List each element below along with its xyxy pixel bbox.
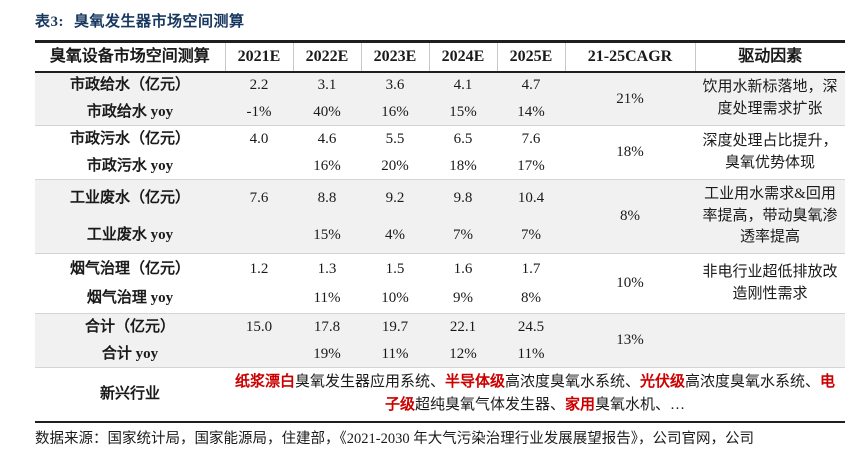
value-cell [225, 217, 293, 254]
value-cell: 8.8 [293, 179, 361, 217]
row-label: 工业废水 yoy [86, 226, 174, 243]
ozone-market-table: 臭氧设备市场空间测算 2021E 2022E 2023E 2024E 2025E… [35, 40, 845, 423]
source-note: 数据来源：国家统计局，国家能源局，住建部，《2021-2030 年大气污染治理行… [35, 429, 845, 449]
value-cell: 9.8 [429, 179, 497, 217]
driver-cell: 深度处理占比提升，臭氧优势体现 [695, 125, 845, 180]
row-label: 市政污水（亿元） [35, 125, 225, 153]
value-cell: 5.5 [361, 125, 429, 153]
value-cell: 17% [517, 157, 545, 174]
header-2022e: 2022E [292, 41, 361, 73]
row-label: 合计 yoy [101, 345, 159, 362]
value-cell: 18% [449, 157, 477, 174]
value-cell: 22.1 [429, 313, 497, 341]
value-cell: 10.4 [497, 179, 565, 217]
driver-cell: 非电行业超低排放改造刚性需求 [695, 253, 845, 314]
value-cell: 15.0 [225, 313, 293, 341]
table-row: 烟气治理 yoy 11% 10% 9% 8% [35, 284, 845, 314]
row-label: 烟气治理 yoy [86, 290, 174, 307]
cagr-cell: 18% [565, 125, 695, 180]
value-cell [225, 153, 293, 180]
table-row: 工业废水（亿元） 7.6 8.8 9.2 9.8 10.4 8% 工业用水需求&… [35, 179, 845, 254]
value-cell: 20% [381, 157, 409, 174]
value-cell: -1% [246, 103, 272, 120]
value-cell: 12% [449, 345, 477, 362]
value-cell: 4.6 [293, 125, 361, 153]
value-cell: 11% [313, 290, 341, 307]
row-label: 烟气治理（亿元） [35, 253, 225, 284]
driver-cell [695, 313, 845, 368]
header-cagr: 21-25CAGR [564, 41, 695, 73]
driver-cell: 饮用水新标落地，深度处理需求扩张 [702, 79, 838, 117]
value-cell: 17.8 [293, 313, 361, 341]
value-cell: 2.2 [249, 77, 269, 94]
header-row: 臭氧设备市场空间测算 2021E 2022E 2023E 2024E 2025E… [35, 41, 845, 73]
row-label: 新兴行业 [35, 367, 225, 422]
value-cell: 19.7 [361, 313, 429, 341]
value-cell: 4.1 [453, 77, 473, 94]
table-title-text: 臭氧发生器市场空间测算 [74, 14, 245, 30]
value-cell: 8% [521, 290, 541, 307]
cagr-cell: 13% [565, 313, 695, 368]
table-row: 市政污水 yoy 16% 20% 18% 17% [35, 153, 845, 180]
row-label: 市政污水 yoy [86, 157, 174, 174]
value-cell: 19% [313, 345, 341, 362]
value-cell: 4.7 [521, 77, 541, 94]
emerging-industry-text: 纸浆漂白臭氧发生器应用系统、半导体级高浓度臭氧水系统、光伏级高浓度臭氧水系统、电… [225, 367, 845, 422]
value-cell: 15% [313, 226, 341, 243]
value-cell: 1.7 [497, 253, 565, 284]
table-row: 烟气治理（亿元） 1.2 1.3 1.5 1.6 1.7 10% 非电行业超低排… [35, 253, 845, 314]
value-cell [225, 341, 293, 368]
value-cell [225, 284, 293, 314]
row-label: 市政给水（亿元） [69, 77, 190, 94]
value-cell: 4% [385, 226, 405, 243]
value-cell: 1.3 [293, 253, 361, 284]
value-cell: 11% [381, 345, 409, 362]
source-line-1: 数据来源：国家统计局，国家能源局，住建部，《2021-2030 年大气污染治理行… [35, 430, 754, 447]
value-cell: 7% [453, 226, 473, 243]
value-cell: 11% [517, 345, 545, 362]
value-cell: 16% [313, 157, 341, 174]
value-cell: 6.5 [429, 125, 497, 153]
row-label: 市政给水 yoy [86, 103, 174, 120]
header-metric: 臭氧设备市场空间测算 [35, 41, 225, 73]
value-cell: 1.5 [361, 253, 429, 284]
value-cell: 40% [313, 103, 341, 120]
value-cell: 9% [453, 290, 473, 307]
header-2024e: 2024E [428, 41, 497, 73]
value-cell: 4.0 [225, 125, 293, 153]
value-cell: 7.6 [497, 125, 565, 153]
value-cell: 3.6 [385, 77, 405, 94]
header-2023e: 2023E [360, 41, 429, 73]
header-driver: 驱动因素 [694, 41, 845, 73]
cagr-cell: 10% [565, 253, 695, 314]
value-cell: 7.6 [225, 179, 293, 217]
cagr-cell: 21% [616, 90, 644, 107]
value-cell: 16% [381, 103, 409, 120]
row-label: 合计（亿元） [35, 313, 225, 341]
cagr-cell: 8% [565, 179, 695, 254]
row-label: 工业废水（亿元） [35, 179, 225, 217]
value-cell: 14% [517, 103, 545, 120]
value-cell: 9.2 [361, 179, 429, 217]
table-row: 市政污水（亿元） 4.0 4.6 5.5 6.5 7.6 18% 深度处理占比提… [35, 125, 845, 180]
table-number: 表3: [35, 14, 64, 30]
value-cell: 7% [521, 226, 541, 243]
value-cell: 15% [449, 103, 477, 120]
value-cell: 24.5 [497, 313, 565, 341]
table-row: 合计（亿元） 15.0 17.8 19.7 22.1 24.5 13% [35, 313, 845, 368]
value-cell: 1.2 [225, 253, 293, 284]
value-cell: 1.6 [429, 253, 497, 284]
header-2021e: 2021E [224, 41, 293, 73]
emerging-industry-row: 新兴行业 纸浆漂白臭氧发生器应用系统、半导体级高浓度臭氧水系统、光伏级高浓度臭氧… [35, 367, 845, 422]
value-cell: 10% [381, 290, 409, 307]
driver-cell: 工业用水需求&回用率提高，带动臭氧渗透率提高 [695, 179, 845, 254]
table-row: 市政给水（亿元） 2.2 3.1 3.6 4.1 4.7 21% 饮用水新标落地… [35, 71, 845, 117]
value-cell: 3.1 [317, 77, 337, 94]
header-2025e: 2025E [496, 41, 565, 73]
table-title: 表3: 臭氧发生器市场空间测算 [35, 10, 845, 31]
